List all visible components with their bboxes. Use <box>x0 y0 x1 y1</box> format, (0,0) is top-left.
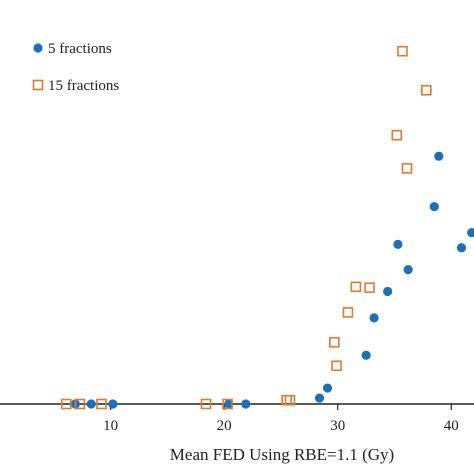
data-point-circle <box>467 228 474 238</box>
data-point-circle <box>314 393 325 403</box>
data-point-circle <box>369 313 379 323</box>
data-point-circle <box>108 399 118 409</box>
data-point-circle <box>429 202 439 212</box>
data-point-square <box>200 398 212 410</box>
data-point-circle <box>86 399 96 409</box>
legend-label: 5 fractions <box>48 41 112 57</box>
data-point-circle <box>403 265 413 275</box>
x-axis-title: Mean FED Using RBE=1.1 (Gy) <box>170 445 394 464</box>
x-tick-label: 10 <box>103 418 118 434</box>
data-point-square <box>350 281 362 293</box>
x-tick-label: 30 <box>330 418 345 434</box>
data-markers <box>60 45 474 410</box>
data-point-square <box>420 84 432 96</box>
data-point-square <box>222 398 233 410</box>
series-2 <box>60 45 432 410</box>
legend-label: 15 fractions <box>48 78 119 94</box>
data-point-square <box>74 398 86 410</box>
data-point-square <box>60 398 72 410</box>
legend-marker-circle <box>33 43 43 53</box>
data-point-square <box>401 163 413 174</box>
legend-item-2: 15 fractions <box>32 78 119 94</box>
data-point-square <box>284 394 296 406</box>
data-point-square <box>364 282 375 293</box>
x-tick-label: 40 <box>444 418 459 434</box>
data-point-square <box>331 360 342 372</box>
data-point-circle <box>393 239 403 249</box>
data-point-circle <box>224 399 234 409</box>
data-point-square <box>96 398 107 410</box>
data-point-square <box>391 129 403 141</box>
x-tick-label: 20 <box>217 418 232 434</box>
data-point-circle <box>241 399 251 409</box>
data-point-circle <box>434 151 444 161</box>
data-point-circle <box>361 350 371 360</box>
data-point-circle <box>383 286 393 297</box>
data-point-circle <box>456 243 467 253</box>
data-point-square <box>342 307 354 318</box>
data-point-square <box>397 45 408 57</box>
x-axis-ticks: 10 20 30 40 <box>103 404 459 434</box>
data-point-circle <box>322 383 333 393</box>
legend-marker-square <box>32 79 44 91</box>
series-1 <box>70 151 474 409</box>
legend: 5 fractions 15 fractions <box>32 41 119 94</box>
legend-item-1: 5 fractions <box>33 41 112 57</box>
data-point-square <box>329 336 340 348</box>
